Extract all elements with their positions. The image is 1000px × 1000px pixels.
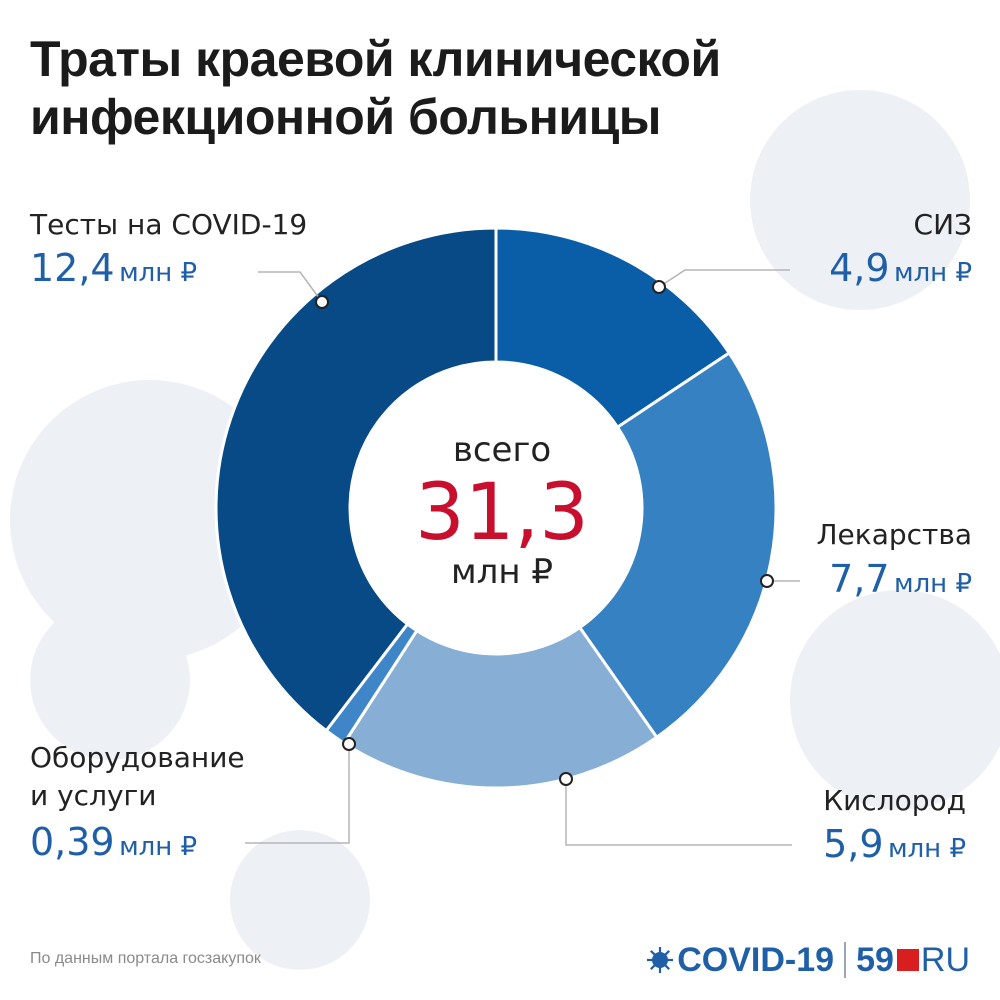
label-equipment-value: 0,39 bbox=[30, 820, 115, 864]
label-siz-value-group: 4,9 млн ₽ bbox=[829, 246, 972, 290]
center-total-value: 31,3 bbox=[415, 468, 589, 558]
label-drugs-value-group: 7,7 млн ₽ bbox=[829, 557, 972, 601]
title-line-2: инфекционной больницы bbox=[30, 89, 662, 145]
brand-ru-text: RU bbox=[920, 940, 970, 979]
label-siz-value: 4,9 bbox=[829, 246, 890, 290]
brand-red-square-icon bbox=[896, 949, 919, 971]
brand-logo: COVID-19 59 RU bbox=[645, 938, 970, 982]
label-tests-unit: млн ₽ bbox=[119, 258, 198, 288]
brand-divider bbox=[844, 942, 847, 978]
label-oxygen-name: Кислород bbox=[823, 784, 966, 817]
marker-dot-oxygen bbox=[559, 772, 573, 786]
center-total-label: всего bbox=[452, 430, 552, 470]
label-tests-value-group: 12,4 млн ₽ bbox=[30, 246, 197, 290]
source-note: По данным портала госзакупок bbox=[30, 950, 261, 967]
label-tests-name: Тесты на COVID-19 bbox=[30, 208, 308, 241]
label-oxygen-value: 5,9 bbox=[823, 822, 884, 866]
label-equipment-value-group: 0,39 млн ₽ bbox=[30, 820, 197, 864]
coronavirus-icon bbox=[647, 947, 674, 973]
marker-dot-equipment bbox=[342, 737, 356, 751]
label-equipment-name-line-2: и услуги bbox=[30, 779, 157, 812]
label-siz-unit: млн ₽ bbox=[893, 258, 972, 288]
label-drugs-name: Лекарства bbox=[816, 518, 973, 551]
label-equipment-unit: млн ₽ bbox=[119, 832, 198, 862]
label-siz-name: СИЗ bbox=[913, 208, 972, 241]
marker-dot-drugs bbox=[760, 574, 774, 588]
leader-line-tests bbox=[258, 271, 323, 303]
label-tests-value: 12,4 bbox=[30, 246, 115, 290]
slice-drugs bbox=[577, 350, 778, 740]
brand-covid-text: COVID-19 bbox=[677, 940, 835, 979]
slice-tests bbox=[214, 226, 498, 733]
brand-number: 59 bbox=[856, 940, 894, 979]
leader-line-equipment bbox=[245, 744, 350, 844]
label-equipment-name-line-1: Оборудование bbox=[30, 741, 245, 774]
center-total-unit: млн ₽ bbox=[450, 552, 554, 592]
label-oxygen-value-group: 5,9 млн ₽ bbox=[823, 822, 966, 866]
label-oxygen-unit: млн ₽ bbox=[887, 834, 966, 864]
label-drugs-value: 7,7 bbox=[829, 557, 890, 601]
leader-line-siz bbox=[658, 269, 790, 288]
label-drugs-unit: млн ₽ bbox=[893, 569, 972, 599]
slice-siz bbox=[494, 226, 732, 430]
title-line-1: Траты краевой клинической bbox=[30, 31, 721, 87]
page-title: Траты краевой клинической инфекционной б… bbox=[30, 30, 930, 146]
leader-line-oxygen bbox=[565, 779, 792, 846]
marker-dot-siz bbox=[652, 280, 666, 294]
marker-dot-tests bbox=[315, 295, 329, 309]
